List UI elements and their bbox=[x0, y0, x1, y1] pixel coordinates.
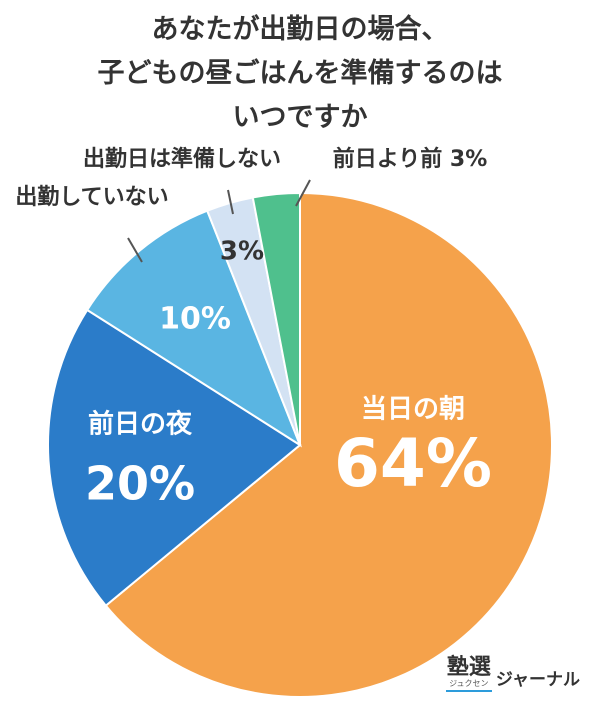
chart-title: あなたが出勤日の場合、 子どもの昼ごはんを準備するのは いつですか bbox=[0, 8, 600, 140]
pie-slice-2 bbox=[47, 308, 302, 608]
chart-title-line-2: 子どもの昼ごはんを準備するのは bbox=[97, 58, 503, 89]
leader-line-4 bbox=[227, 189, 234, 215]
slice-outside-label: 出勤していない bbox=[15, 184, 168, 210]
chart-title-line-1: あなたが出勤日の場合、 bbox=[151, 14, 449, 45]
pie-slice-3 bbox=[85, 209, 303, 448]
brand-logo: 塾選 ジュクセン ジャーナル bbox=[445, 655, 580, 692]
logo-underline bbox=[445, 690, 492, 692]
slice-category-label: 当日の朝 bbox=[361, 394, 465, 425]
slice-value-label: 10% bbox=[159, 302, 231, 337]
chart-title-line-3: いつですか bbox=[232, 102, 368, 133]
slice-value-label: 20% bbox=[85, 457, 195, 511]
slice-outside-label: 出勤日は準備しない bbox=[83, 146, 281, 172]
pie-slice-1 bbox=[104, 191, 553, 698]
pie-slice-5 bbox=[251, 191, 301, 446]
leader-line-5 bbox=[295, 179, 311, 207]
slice-outside-label: 前日より前 3% bbox=[333, 146, 488, 172]
slice-value-label: 3% bbox=[220, 237, 264, 267]
logo-kana-small: ジュクセン bbox=[449, 679, 489, 688]
logo-kanji: 塾選 bbox=[446, 655, 491, 680]
slice-value-label: 64% bbox=[334, 425, 492, 502]
leader-line-3 bbox=[127, 237, 143, 263]
logo-mark: 塾選 ジュクセン bbox=[445, 655, 492, 692]
logo-text: ジャーナル bbox=[495, 670, 580, 690]
slice-category-label: 前日の夜 bbox=[88, 409, 193, 440]
